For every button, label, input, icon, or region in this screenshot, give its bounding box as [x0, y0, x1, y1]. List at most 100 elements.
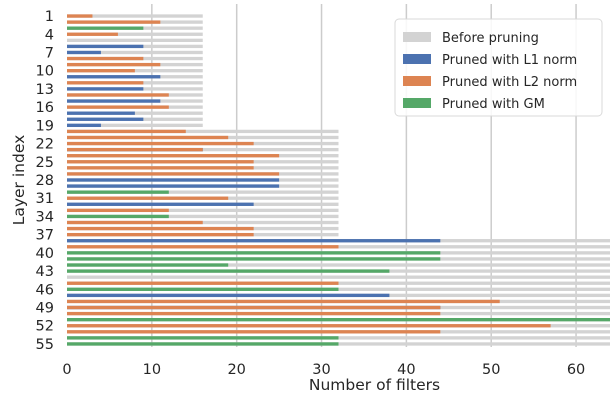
y-tick-label: 16 [36, 100, 54, 116]
bar-pruned-l1 [67, 44, 144, 49]
bar-pruned-gm [67, 190, 169, 194]
x-tick-label: 50 [482, 362, 500, 378]
bar-pruned-l1 [67, 184, 280, 188]
bar-before-pruning [67, 214, 339, 219]
bar-pruned-l1 [67, 99, 161, 103]
bar-before-pruning [67, 208, 339, 213]
bar-before-pruning [67, 190, 339, 194]
bar-pruned-l2 [67, 305, 441, 310]
y-tick-labels: 1 4 7 10 13 16 19 22 25 28 31 34 37 40 43 46 49 52 55 [36, 9, 54, 353]
bar-pruned-l1 [67, 111, 135, 115]
y-tick-label: 34 [36, 209, 54, 225]
bar-pruned-gm [67, 257, 441, 261]
bar-pruned-gm [67, 318, 610, 322]
x-tick-label: 10 [143, 362, 161, 378]
legend-swatch [403, 98, 431, 108]
legend-swatch [403, 32, 431, 42]
bar-pruned-l2 [67, 330, 441, 334]
bar-pruned-gm [67, 263, 229, 267]
y-tick-label: 28 [36, 173, 54, 189]
y-tick-label: 52 [36, 319, 54, 335]
bar-pruned-gm [67, 336, 339, 340]
bar-pruned-l2 [67, 208, 169, 213]
bar-pruned-l2 [67, 299, 500, 304]
bar-pruned-gm [67, 269, 390, 273]
y-tick-label: 1 [45, 9, 54, 25]
bar-pruned-l2 [67, 141, 254, 146]
bar-before-pruning [67, 123, 203, 128]
x-tick-label: 0 [62, 362, 71, 378]
bar-pruned-l2 [67, 20, 161, 24]
x-tick-label: 20 [227, 362, 245, 378]
x-tick-labels: 0 10 20 30 40 50 60 [62, 362, 585, 378]
bar-pruned-l1 [67, 50, 101, 55]
bar-pruned-l2 [67, 324, 551, 328]
legend-frame [394, 18, 603, 117]
bar-pruned-gm [67, 342, 339, 346]
bar-pruned-l2 [67, 281, 339, 285]
y-axis-title: Layer index [10, 135, 28, 226]
bar-pruned-l2 [67, 232, 254, 237]
bar-pruned-l2 [67, 154, 280, 158]
bar-pruned-l1 [67, 202, 254, 206]
bar-pruned-l1 [67, 87, 144, 91]
bar-before-pruning [67, 129, 339, 134]
bar-pruned-l1 [67, 178, 280, 182]
bar-pruned-l1 [67, 293, 390, 298]
x-tick-label: 30 [312, 362, 330, 378]
bar-before-pruning [67, 263, 610, 267]
bar-pruned-l2 [67, 14, 93, 18]
bar-pruned-l2 [67, 147, 203, 152]
y-tick-label: 13 [36, 82, 54, 98]
bar-pruned-l1 [67, 239, 441, 243]
y-tick-label: 37 [36, 228, 54, 244]
x-axis-title: Number of filters [309, 376, 440, 394]
x-tick-label: 40 [397, 362, 415, 378]
bar-before-pruning [67, 38, 203, 42]
bar-pruned-l2 [67, 311, 441, 316]
y-tick-label: 46 [36, 282, 54, 298]
bar-pruned-l2 [67, 32, 118, 36]
bar-pruned-l1 [67, 123, 101, 128]
bar-pruned-gm [67, 287, 339, 291]
bar-before-pruning [67, 14, 203, 18]
bar-pruned-l2 [67, 226, 254, 231]
y-tick-label: 40 [36, 246, 54, 262]
bar-pruned-l2 [67, 166, 254, 170]
bar-pruned-l1 [67, 75, 161, 79]
bar-before-pruning [67, 32, 203, 36]
bar-pruned-l2 [67, 62, 161, 67]
bar-before-pruning [67, 50, 203, 55]
y-tick-label: 19 [36, 118, 54, 134]
legend-swatch [403, 54, 431, 64]
y-tick-label: 43 [36, 264, 54, 280]
bar-pruned-l2 [67, 172, 280, 176]
bar-pruned-l2 [67, 196, 229, 200]
y-tick-label: 31 [36, 191, 54, 207]
bars-layer [67, 14, 610, 346]
bar-pruned-gm [67, 26, 144, 30]
bar-pruned-l2 [67, 93, 169, 97]
y-tick-label: 22 [36, 137, 54, 153]
y-tick-label: 49 [36, 301, 54, 317]
bar-pruned-l2 [67, 160, 254, 164]
legend: Before pruning Pruned with L1 norm Pruned … [394, 18, 603, 117]
legend-label: Pruned with L1 norm [442, 53, 577, 68]
bar-pruned-l2 [67, 56, 144, 61]
y-tick-label: 4 [45, 27, 54, 43]
bar-before-pruning [67, 275, 610, 279]
legend-label: Before pruning [442, 31, 539, 46]
bar-pruned-l2 [67, 105, 169, 109]
bar-pruned-l2 [67, 69, 135, 73]
bar-pruned-l1 [67, 117, 144, 121]
bar-pruned-gm [67, 251, 441, 255]
x-tick-label: 60 [567, 362, 585, 378]
y-tick-label: 25 [36, 155, 54, 171]
bar-pruned-l2 [67, 135, 229, 140]
y-tick-label: 10 [36, 64, 54, 80]
bar-pruned-l2 [67, 220, 203, 225]
bar-pruned-l2 [67, 129, 186, 134]
legend-label: Pruned with GM [442, 97, 545, 112]
